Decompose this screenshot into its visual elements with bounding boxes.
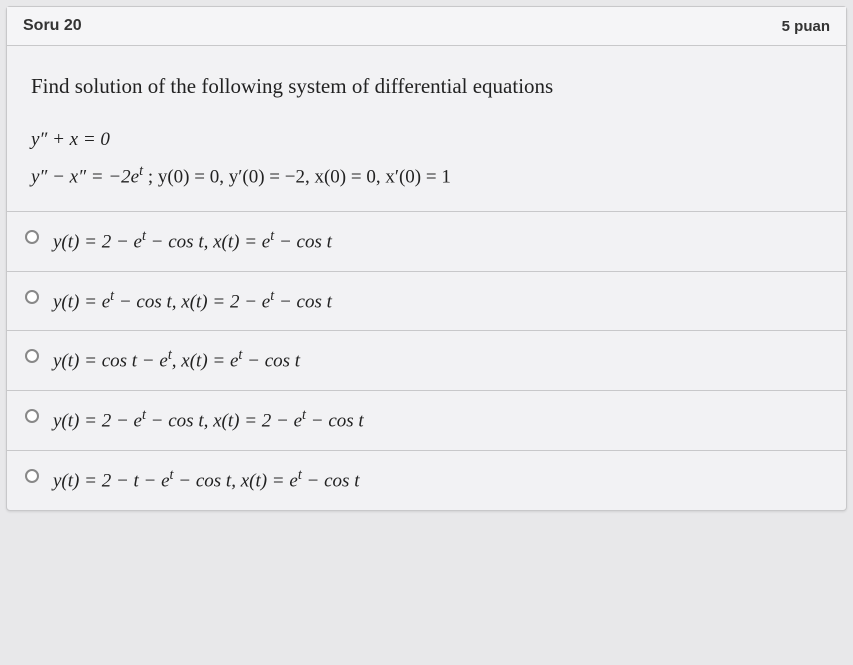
- question-body: Find solution of the following system of…: [7, 46, 846, 212]
- option-text-4: y(t) = 2 − et − cos t, x(t) = 2 − et − c…: [53, 405, 364, 436]
- equation-1: y″ + x = 0: [31, 123, 822, 157]
- option-row-2[interactable]: y(t) = et − cos t, x(t) = 2 − et − cos t: [7, 272, 846, 332]
- option-row-3[interactable]: y(t) = cos t − et, x(t) = et − cos t: [7, 331, 846, 391]
- question-header: Soru 20 5 puan: [7, 7, 846, 46]
- radio-icon[interactable]: [25, 290, 39, 304]
- question-prompt: Find solution of the following system of…: [31, 74, 822, 99]
- eq2-left: y″ − x″ = −2e: [31, 167, 139, 188]
- equation-block: y″ + x = 0 y″ − x″ = −2et ; y(0) = 0, y′…: [31, 123, 822, 195]
- option-row-1[interactable]: y(t) = 2 − et − cos t, x(t) = et − cos t: [7, 212, 846, 272]
- equation-2: y″ − x″ = −2et ; y(0) = 0, y′(0) = −2, x…: [31, 159, 822, 195]
- option-text-3: y(t) = cos t − et, x(t) = et − cos t: [53, 345, 300, 376]
- option-text-2: y(t) = et − cos t, x(t) = 2 − et − cos t: [53, 286, 332, 317]
- eq2-right: ; y(0) = 0, y′(0) = −2, x(0) = 0, x′(0) …: [143, 167, 451, 188]
- option-text-5: y(t) = 2 − t − et − cos t, x(t) = et − c…: [53, 465, 359, 496]
- question-title: Soru 20: [23, 17, 82, 35]
- question-card: Soru 20 5 puan Find solution of the foll…: [6, 6, 847, 511]
- option-text-1: y(t) = 2 − et − cos t, x(t) = et − cos t: [53, 226, 332, 257]
- radio-icon[interactable]: [25, 349, 39, 363]
- points-label: 5 puan: [782, 18, 830, 35]
- option-row-4[interactable]: y(t) = 2 − et − cos t, x(t) = 2 − et − c…: [7, 391, 846, 451]
- option-row-5[interactable]: y(t) = 2 − t − et − cos t, x(t) = et − c…: [7, 451, 846, 510]
- radio-icon[interactable]: [25, 409, 39, 423]
- radio-icon[interactable]: [25, 469, 39, 483]
- radio-icon[interactable]: [25, 230, 39, 244]
